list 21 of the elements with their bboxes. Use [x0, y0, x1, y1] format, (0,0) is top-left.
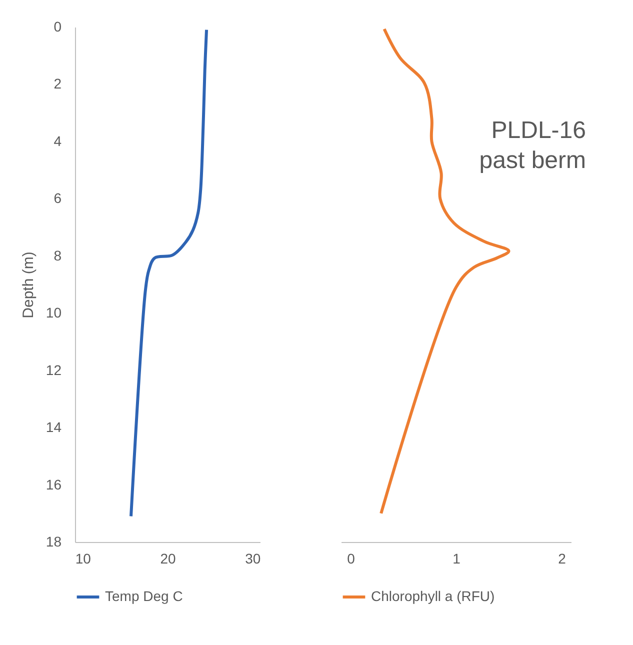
- x-tick-label: 0: [347, 550, 356, 566]
- y-tick-label: 2: [54, 76, 62, 92]
- y-tick-label: 6: [54, 190, 62, 206]
- y-tick-label: 0: [54, 18, 62, 34]
- y-tick-label: 12: [46, 362, 62, 378]
- x-tick-label: 10: [75, 550, 92, 566]
- y-tick-label: 18: [46, 534, 62, 550]
- annotation: PLDL-16 past berm: [479, 117, 586, 174]
- x-tick-label: 2: [558, 550, 566, 566]
- y-axis-title: Depth (m): [20, 252, 37, 318]
- x-tick-label: 1: [452, 550, 461, 566]
- x-tick-label: 20: [160, 550, 176, 566]
- legend-label: Temp Deg C: [105, 588, 183, 604]
- y-tick-label: 4: [54, 132, 62, 149]
- legend-label: Chlorophyll a (RFU): [371, 588, 495, 604]
- x-tick-label: 30: [245, 550, 261, 566]
- y-tick-label: 8: [54, 247, 62, 264]
- line-series: [130, 28, 208, 518]
- y-tick-label: 16: [46, 476, 62, 492]
- y-tick-label: 14: [46, 419, 62, 436]
- y-tick-label: 10: [46, 304, 62, 321]
